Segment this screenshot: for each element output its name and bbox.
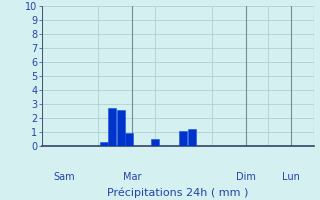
Bar bbox=[151, 139, 159, 146]
Bar bbox=[108, 108, 116, 146]
Bar bbox=[117, 110, 125, 146]
Bar bbox=[179, 131, 187, 146]
Bar bbox=[188, 129, 196, 146]
Text: Sam: Sam bbox=[53, 172, 75, 182]
Bar bbox=[125, 133, 133, 146]
Bar bbox=[100, 142, 108, 146]
Text: Précipitations 24h ( mm ): Précipitations 24h ( mm ) bbox=[107, 188, 248, 198]
Text: Mar: Mar bbox=[123, 172, 141, 182]
Text: Lun: Lun bbox=[282, 172, 300, 182]
Text: Dim: Dim bbox=[236, 172, 256, 182]
